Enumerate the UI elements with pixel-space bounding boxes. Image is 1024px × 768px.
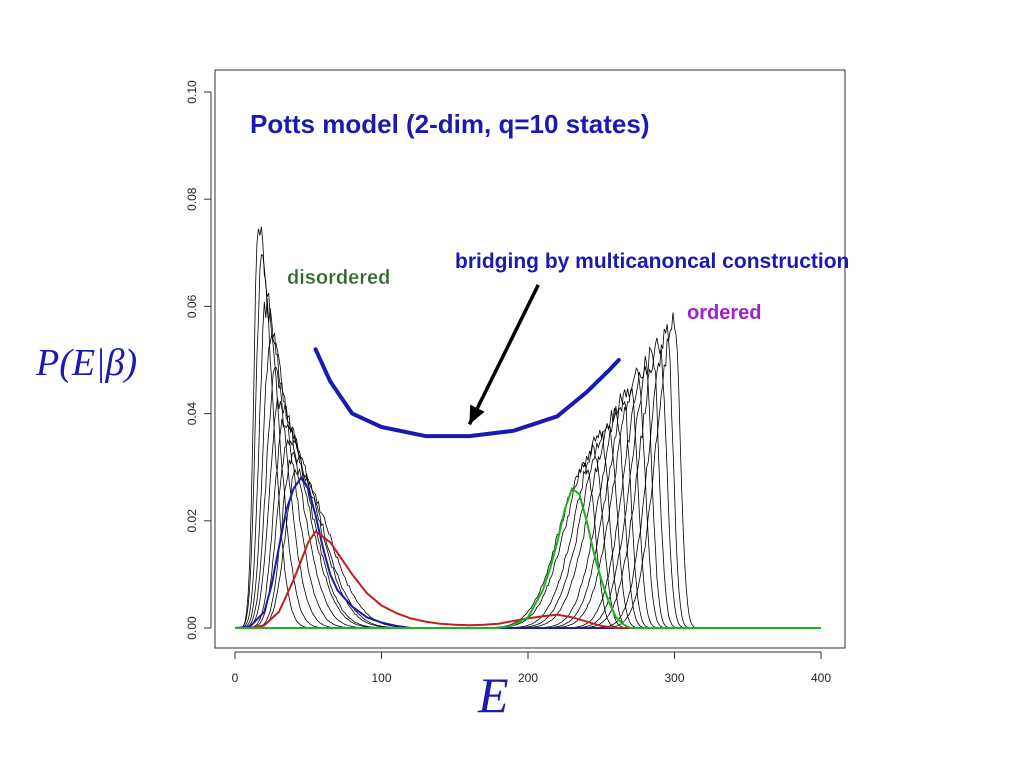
series-red xyxy=(235,530,821,629)
x-tick-label: 200 xyxy=(518,671,538,685)
ordered-curve xyxy=(235,406,821,629)
y-tick-label: 0.08 xyxy=(185,187,199,211)
x-tick-label: 100 xyxy=(371,671,391,685)
annotation-disordered: disordered xyxy=(287,267,390,289)
arrow-shaft xyxy=(467,284,540,426)
annotation-bridging: bridging by multicanoncal construction xyxy=(455,250,849,273)
y-tick-label: 0.02 xyxy=(185,509,199,533)
disordered-curve xyxy=(235,333,821,629)
disordered-curve xyxy=(235,366,821,629)
disordered-curve xyxy=(235,451,821,629)
ordered-curve xyxy=(235,367,821,629)
arrow-head xyxy=(469,404,485,425)
y-tick-label: 0.04 xyxy=(185,402,199,426)
chart-title: Potts model (2-dim, q=10 states) xyxy=(250,109,649,139)
y-tick-label: 0.10 xyxy=(185,80,199,104)
y-tick-label: 0.06 xyxy=(185,294,199,318)
x-axis: 0 100 200 300 400 xyxy=(232,651,831,685)
annotation-ordered: ordered xyxy=(687,302,761,324)
ordered-curve xyxy=(235,337,821,629)
ordered-curve xyxy=(235,312,821,629)
x-tick-label: 300 xyxy=(664,671,684,685)
x-axis-label: E xyxy=(477,667,509,723)
y-axis-label: P(E|β) xyxy=(35,342,137,384)
series-blue xyxy=(234,476,821,629)
x-tick-label: 400 xyxy=(811,671,831,685)
ordered-curve xyxy=(235,356,821,629)
x-tick-label: 0 xyxy=(232,671,239,685)
color-curve-group xyxy=(234,476,821,629)
bridge-group xyxy=(313,284,621,439)
series-green xyxy=(235,486,821,629)
bridge-curve xyxy=(313,347,621,439)
disordered-curve xyxy=(235,298,821,629)
ordered-curve xyxy=(235,430,821,629)
y-axis: 0.00 0.02 0.04 0.06 0.08 0.10 xyxy=(185,80,212,640)
disordered-curve xyxy=(235,438,821,629)
ordered-curve xyxy=(235,346,821,629)
y-tick-label: 0.00 xyxy=(185,616,199,640)
plot-frame xyxy=(214,69,846,649)
disordered-curve xyxy=(235,418,821,629)
